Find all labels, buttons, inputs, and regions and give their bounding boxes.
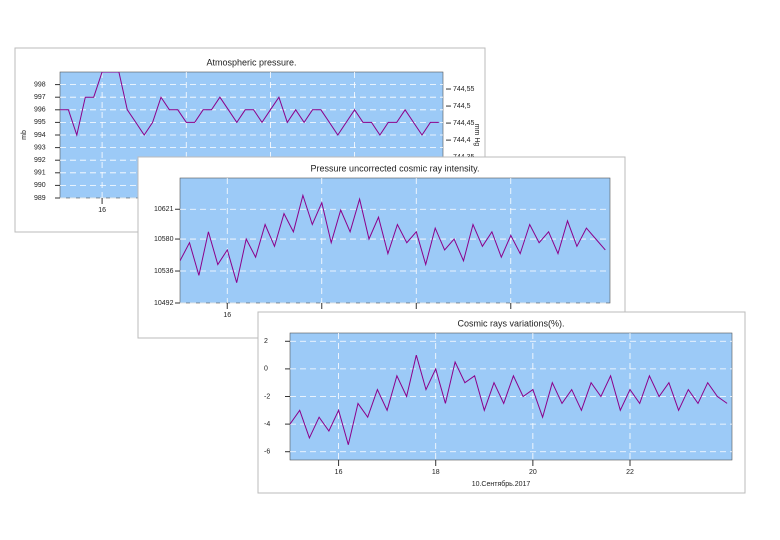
x-tick-label: 16 xyxy=(335,469,343,476)
y2-tick-label: 744,5 xyxy=(453,103,471,110)
chart-title: Atmospheric pressure. xyxy=(206,57,296,67)
y2-label: mm Hg xyxy=(473,124,480,147)
chart-title: Cosmic rays variations(%). xyxy=(457,318,564,328)
y-tick-label: 994 xyxy=(34,132,46,139)
y-tick-label: -4 xyxy=(264,421,270,428)
y-tick-label: 997 xyxy=(34,94,46,101)
y-tick-label: 996 xyxy=(34,107,46,114)
y-tick-label: 990 xyxy=(34,182,46,189)
x-tick-label: 22 xyxy=(626,469,634,476)
y-tick-label: -2 xyxy=(264,393,270,400)
x-tick-label: 16 xyxy=(223,312,231,319)
chart-window: Pressure uncorrected cosmic ray intensit… xyxy=(137,156,626,339)
chart-title: Pressure uncorrected cosmic ray intensit… xyxy=(311,163,480,173)
y-label: mb xyxy=(21,130,28,140)
y-tick-label: 10621 xyxy=(154,206,174,213)
y-tick-label: 993 xyxy=(34,144,46,151)
y-tick-label: 991 xyxy=(34,170,46,177)
x-tick-label: 18 xyxy=(432,469,440,476)
y-tick-label: -6 xyxy=(264,449,270,456)
x-tick-label: 20 xyxy=(529,469,537,476)
data-line xyxy=(60,72,439,137)
y-tick-label: 0 xyxy=(264,366,268,373)
y-tick-label: 10580 xyxy=(154,236,174,243)
y-tick-label: 10536 xyxy=(154,268,174,275)
chart-window: Cosmic rays variations(%). -6 -4 -2 0 2 16 18 20… xyxy=(257,311,746,494)
y-tick-label: 995 xyxy=(34,119,46,126)
y-tick-label: 10492 xyxy=(154,300,174,307)
y-tick-label: 2 xyxy=(264,338,268,345)
x-label: 10.Сентябрь.2017 xyxy=(472,480,531,488)
y-tick-label: 989 xyxy=(34,195,46,202)
y-tick-label: 992 xyxy=(34,157,46,164)
y2-tick-label: 744,55 xyxy=(453,86,475,93)
plot-area xyxy=(179,177,611,304)
data-line xyxy=(180,193,606,283)
y-tick-label: 998 xyxy=(34,81,46,88)
y2-tick-label: 744,45 xyxy=(453,120,475,127)
y2-tick-label: 744,4 xyxy=(453,137,471,144)
x-tick-label: 16 xyxy=(98,207,106,214)
data-line xyxy=(290,354,728,445)
